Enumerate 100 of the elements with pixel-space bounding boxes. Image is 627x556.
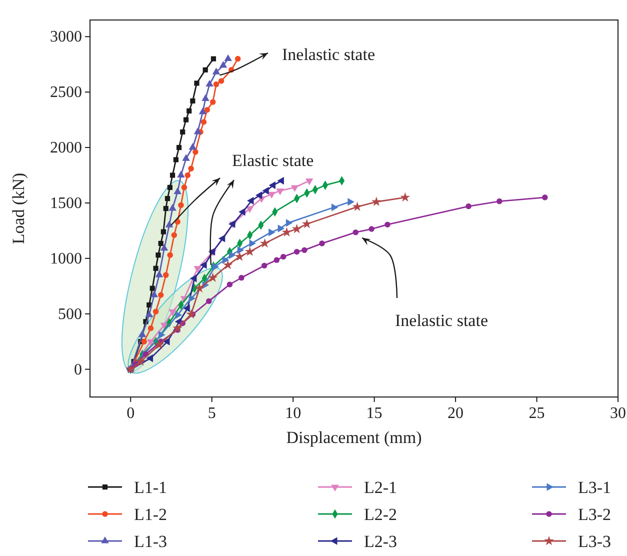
x-tick-label: 15 bbox=[366, 405, 382, 422]
point bbox=[234, 252, 245, 261]
x-axis-title: Displacement (mm) bbox=[286, 428, 422, 447]
legend-label: L3-1 bbox=[578, 478, 612, 497]
point bbox=[153, 266, 158, 271]
point bbox=[172, 323, 182, 332]
y-tick-label: 3000 bbox=[50, 28, 82, 46]
y-tick-label: 0 bbox=[74, 361, 82, 378]
point bbox=[244, 246, 255, 256]
point bbox=[206, 80, 214, 87]
point bbox=[282, 227, 292, 237]
point bbox=[212, 68, 220, 74]
point bbox=[188, 143, 197, 150]
point bbox=[184, 172, 191, 178]
point bbox=[210, 56, 216, 62]
point bbox=[218, 234, 226, 242]
point bbox=[213, 81, 220, 88]
point bbox=[182, 154, 190, 161]
point bbox=[163, 338, 170, 346]
point bbox=[247, 196, 254, 205]
legend-label: L1-1 bbox=[134, 478, 168, 497]
point bbox=[167, 252, 173, 258]
legend-label: L2-1 bbox=[364, 478, 398, 497]
point bbox=[174, 187, 182, 194]
point bbox=[302, 247, 308, 253]
y-tick-label: 1500 bbox=[50, 194, 82, 212]
point bbox=[219, 60, 228, 68]
point bbox=[226, 282, 233, 288]
point bbox=[163, 206, 168, 212]
point bbox=[542, 194, 548, 200]
point bbox=[200, 119, 207, 125]
point bbox=[145, 310, 154, 318]
point bbox=[204, 106, 210, 113]
point bbox=[177, 170, 185, 178]
point bbox=[319, 240, 325, 246]
point bbox=[183, 117, 189, 122]
point bbox=[190, 274, 197, 282]
point bbox=[183, 304, 190, 312]
point bbox=[262, 186, 269, 195]
point bbox=[268, 228, 276, 236]
point bbox=[224, 54, 232, 62]
point bbox=[146, 354, 153, 362]
point bbox=[158, 292, 164, 298]
point bbox=[280, 254, 286, 260]
point bbox=[180, 129, 186, 135]
legend-label: L3-2 bbox=[578, 505, 612, 524]
point bbox=[277, 176, 284, 185]
point bbox=[384, 222, 390, 228]
point bbox=[181, 184, 188, 190]
y-tick-label: 2500 bbox=[50, 84, 82, 102]
point bbox=[173, 157, 178, 162]
point bbox=[238, 274, 244, 281]
x-tick-label: 30 bbox=[610, 405, 626, 422]
y-tick-label: 2000 bbox=[50, 140, 82, 157]
point bbox=[168, 309, 176, 316]
point bbox=[148, 325, 154, 332]
x-tick-label: 25 bbox=[528, 405, 545, 422]
point bbox=[238, 208, 246, 216]
point bbox=[290, 185, 299, 192]
point bbox=[274, 257, 280, 263]
point bbox=[352, 202, 362, 212]
point bbox=[158, 331, 166, 339]
x-tick-label: 20 bbox=[448, 405, 464, 422]
x-tick-label: 5 bbox=[208, 405, 216, 422]
annotation: Elastic state bbox=[232, 151, 314, 170]
point bbox=[286, 219, 293, 227]
point bbox=[222, 256, 230, 264]
point bbox=[466, 203, 472, 210]
point bbox=[160, 244, 168, 251]
point bbox=[171, 232, 178, 238]
point bbox=[152, 308, 159, 314]
point bbox=[138, 330, 146, 338]
point bbox=[165, 220, 174, 228]
point bbox=[249, 240, 256, 248]
point bbox=[255, 191, 262, 200]
point bbox=[237, 246, 244, 254]
point bbox=[160, 322, 168, 330]
point bbox=[170, 172, 176, 178]
point bbox=[229, 251, 236, 259]
point bbox=[352, 229, 358, 236]
point bbox=[400, 192, 410, 202]
y-tick-label: 1000 bbox=[50, 250, 82, 268]
point bbox=[150, 290, 158, 298]
point bbox=[194, 283, 204, 293]
point bbox=[176, 144, 182, 150]
point bbox=[261, 262, 268, 268]
point bbox=[198, 108, 207, 114]
point bbox=[206, 298, 212, 304]
point bbox=[268, 192, 276, 199]
point bbox=[302, 218, 312, 228]
point bbox=[186, 108, 192, 114]
point bbox=[305, 178, 314, 186]
point bbox=[348, 198, 354, 206]
point bbox=[136, 356, 146, 366]
point bbox=[162, 272, 169, 278]
point bbox=[496, 198, 502, 204]
point bbox=[223, 260, 233, 270]
point bbox=[167, 184, 172, 190]
point bbox=[160, 229, 166, 234]
point bbox=[156, 252, 161, 258]
